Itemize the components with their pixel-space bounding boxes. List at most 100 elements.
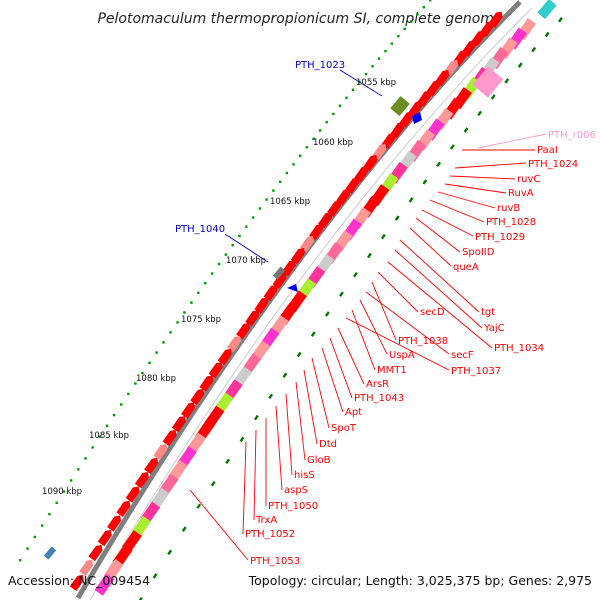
- tick-dot: [390, 42, 394, 45]
- gene-label[interactable]: PTH_1053: [250, 556, 300, 567]
- tick-dash: [210, 480, 216, 487]
- gene-label[interactable]: PTH_1052: [245, 529, 295, 540]
- kbp-label: 1080 kbp: [136, 374, 176, 384]
- label-leader: [377, 271, 419, 313]
- tick-dot: [345, 96, 348, 99]
- tick-dot: [364, 72, 368, 76]
- label-leader: [477, 133, 547, 149]
- tick-dash: [531, 46, 537, 53]
- gene-labels-blue: PTH_1023 PTH_1040: [175, 60, 345, 235]
- label-leader: [224, 233, 269, 263]
- tick-dot: [183, 311, 186, 314]
- tick-dash: [253, 414, 259, 421]
- tick-dot: [112, 413, 116, 417]
- label-leaders: [189, 69, 547, 561]
- label-leader: [285, 393, 293, 476]
- gene-arrow: [162, 429, 177, 447]
- gene-arrow: [153, 443, 168, 461]
- gene-label[interactable]: hisS: [294, 470, 315, 481]
- label-leader: [295, 381, 306, 461]
- tick-dot: [265, 198, 268, 201]
- label-leader: [454, 162, 527, 169]
- tick-dot: [422, 6, 426, 9]
- gene-label[interactable]: PTH_r006: [548, 130, 596, 141]
- gene-label[interactable]: TrxA: [255, 515, 277, 526]
- gene-arrow: [287, 284, 298, 292]
- tick-dot: [169, 331, 172, 334]
- label-leader: [394, 249, 483, 329]
- tick-dash: [367, 252, 372, 259]
- gene-label[interactable]: PTH_1050: [268, 501, 318, 512]
- tick-dash: [436, 161, 442, 168]
- gene-label[interactable]: PTH_1037: [451, 366, 501, 377]
- gene-label[interactable]: SpoT: [331, 423, 357, 434]
- kbp-label: 1075 kbp: [181, 315, 221, 325]
- gene-label[interactable]: secD: [420, 307, 445, 318]
- gene-label[interactable]: PTH_1028: [486, 217, 536, 228]
- gene-box: [272, 266, 286, 280]
- label-leader: [339, 69, 383, 97]
- gene-arrow: [144, 457, 159, 475]
- gene-label[interactable]: YajC: [483, 323, 505, 334]
- gene-label[interactable]: ruvC: [517, 174, 540, 185]
- gene-label[interactable]: queA: [453, 262, 479, 273]
- gene-label[interactable]: tgt: [481, 307, 495, 318]
- gene-label[interactable]: PTH_1034: [494, 343, 544, 354]
- tick-dot: [91, 446, 94, 449]
- gene-label[interactable]: GloB: [307, 455, 331, 466]
- gene-arrow: [79, 559, 94, 576]
- tick-dash: [324, 311, 330, 317]
- tick-dot: [77, 468, 80, 471]
- gene-arrow: [208, 362, 223, 379]
- tick-dash: [408, 197, 414, 203]
- gene-label[interactable]: ArsR: [366, 379, 389, 390]
- tick-dot: [55, 501, 58, 505]
- gene-label[interactable]: Apt: [345, 407, 362, 418]
- kbp-tick-dots: [19, 0, 563, 600]
- gene-arrow: [412, 112, 422, 124]
- gene-label[interactable]: secF: [451, 350, 474, 361]
- label-leader: [337, 327, 365, 385]
- tick-dot: [338, 104, 342, 108]
- gene-label[interactable]: Dtd: [319, 439, 337, 450]
- gene-label[interactable]: PTH_1024: [528, 159, 578, 170]
- kbp-label: 1070 kbp: [226, 256, 266, 266]
- tick-dot: [120, 403, 123, 406]
- gene-arrow: [290, 247, 305, 265]
- gene-label[interactable]: PTH_1040: [175, 224, 225, 235]
- gene-label[interactable]: aspS: [284, 485, 308, 496]
- tick-dot: [98, 435, 102, 438]
- gene-arrow: [125, 486, 140, 503]
- gene-label[interactable]: UspA: [389, 350, 415, 361]
- gene-arrow: [190, 388, 205, 406]
- gene-label[interactable]: PTH_1023: [295, 60, 345, 71]
- label-leader: [415, 217, 461, 253]
- tick-dot: [40, 524, 44, 527]
- gene-label[interactable]: PaaI: [537, 145, 558, 156]
- gene-label[interactable]: PTH_1029: [475, 232, 525, 243]
- gene-label[interactable]: SpoIID: [462, 247, 495, 258]
- kbp-label: 1065 kbp: [270, 197, 310, 207]
- label-leader: [345, 317, 450, 371]
- gene-arrow: [134, 472, 149, 489]
- gene-labels-red: PaaI PTH_1024 ruvC RuvA ruvB PTH_1028 PT…: [245, 145, 578, 567]
- kbp-label: 1055 kbp: [356, 78, 396, 88]
- gene-arrow: [281, 260, 296, 277]
- gene-label[interactable]: RuvA: [508, 188, 534, 199]
- label-leader: [321, 347, 344, 413]
- tick-dot: [224, 253, 228, 256]
- tick-dot: [33, 535, 37, 539]
- tick-dot: [69, 479, 73, 482]
- gene-label[interactable]: MMT1: [377, 365, 407, 376]
- gene-label[interactable]: ruvB: [497, 203, 520, 214]
- tick-dot: [190, 301, 193, 304]
- tick-dot: [127, 392, 130, 396]
- gene-label[interactable]: PTH_1038: [398, 336, 448, 347]
- gene-labels-pink: PTH_r006: [548, 130, 596, 141]
- tick-dot: [245, 225, 248, 228]
- tick-dot: [258, 207, 262, 210]
- tick-dash: [353, 271, 358, 278]
- tick-dash: [449, 144, 455, 150]
- tick-dot: [210, 272, 214, 275]
- gene-label[interactable]: PTH_1043: [354, 393, 404, 404]
